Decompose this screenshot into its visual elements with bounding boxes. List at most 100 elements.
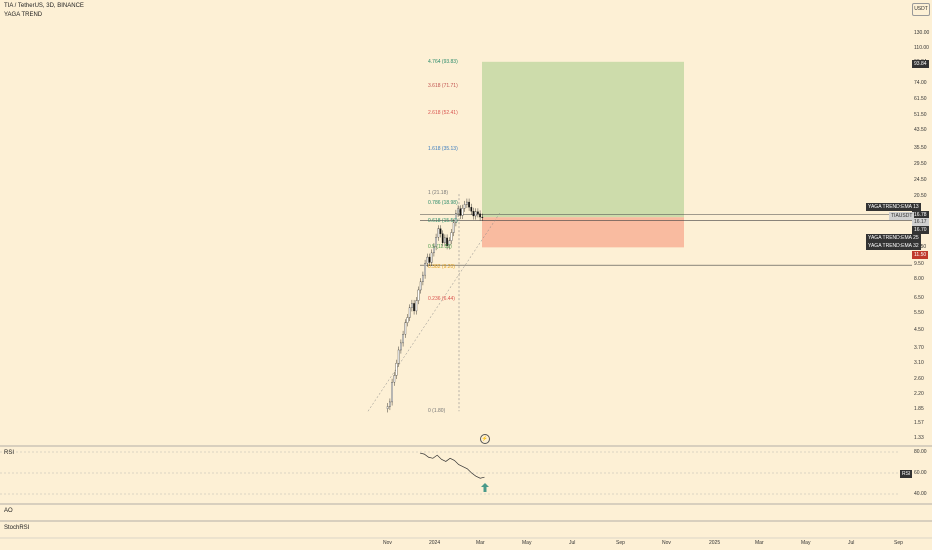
candle xyxy=(455,213,457,223)
price-tick-label: 1.57 xyxy=(914,420,924,427)
price-tick-label: 24.50 xyxy=(914,177,927,184)
pair-value: 16.17 xyxy=(912,218,929,226)
time-tick-label: Nov xyxy=(662,540,671,546)
price-tick-label: 51.50 xyxy=(914,111,927,118)
pair-badge: TIAUSDT xyxy=(889,212,915,220)
candle xyxy=(459,208,462,216)
candle xyxy=(415,300,418,312)
time-tick-label: Nov xyxy=(383,540,392,546)
price-tick-label: 43.50 xyxy=(914,126,927,133)
candle xyxy=(437,228,440,238)
candle xyxy=(470,207,473,212)
fib-level-label: 0.5 (11.52) xyxy=(428,244,452,251)
price-tick-label: 1.33 xyxy=(914,435,924,441)
price-tick-label: 2.60 xyxy=(914,375,924,382)
candle xyxy=(404,322,407,335)
time-tick-label: May xyxy=(801,540,811,546)
price-tick-label: 2.20 xyxy=(914,390,924,397)
price-tick-label: 20.50 xyxy=(914,193,927,200)
candle xyxy=(468,201,470,208)
candle xyxy=(430,252,433,263)
target-badge: 93.84 xyxy=(912,60,929,68)
price-tick-label: 29.50 xyxy=(914,161,927,168)
fib-level-label: 3.618 (71.71) xyxy=(428,82,458,89)
time-tick-label: Jul xyxy=(569,540,576,546)
candle xyxy=(448,240,451,246)
rsi-line xyxy=(419,452,485,479)
rsi-tick-label: 40.00 xyxy=(914,491,927,497)
currency-button[interactable]: USDT xyxy=(912,3,930,16)
candle xyxy=(424,263,426,276)
ema13b-value: 16.70 xyxy=(912,226,929,234)
stop-badge: 11.50 xyxy=(912,251,929,259)
alert-icon[interactable]: ⚡ xyxy=(480,434,490,444)
candle xyxy=(433,246,435,254)
candle xyxy=(472,211,475,217)
time-tick-label: May xyxy=(522,540,532,546)
up-arrow-icon xyxy=(481,483,489,492)
candle xyxy=(461,208,464,216)
candle xyxy=(444,237,446,243)
candle xyxy=(391,382,393,403)
price-tick-label: 3.10 xyxy=(914,360,924,367)
price-tick-label: 130.00 xyxy=(914,30,930,36)
time-tick-label: 2025 xyxy=(709,540,721,546)
candle xyxy=(417,289,420,301)
price-tick-label: 110.00 xyxy=(914,44,929,51)
candle xyxy=(395,363,398,376)
candle xyxy=(411,303,413,308)
candle xyxy=(402,334,404,344)
time-tick-label: Jul xyxy=(848,540,855,546)
rsi-tick-label: 60.00 xyxy=(914,470,927,476)
time-tick-label: Sep xyxy=(616,540,625,546)
price-tick-label: 61.50 xyxy=(914,96,927,103)
price-tick-label: 3.70 xyxy=(914,344,924,351)
candle xyxy=(419,281,422,291)
profit-zone xyxy=(482,61,684,218)
candle xyxy=(474,211,477,217)
fib-level-label: 0.618 (15.57) xyxy=(428,217,458,224)
stochrsi-label: StochRSI xyxy=(4,525,30,531)
price-tick-label: 35.50 xyxy=(914,144,927,151)
time-tick-label: Mar xyxy=(476,540,485,546)
fib-trend xyxy=(367,212,501,412)
ema13-badge: YAGA TREND:EMA 13 xyxy=(866,203,921,211)
candle xyxy=(479,213,481,218)
candle xyxy=(463,204,466,209)
candle xyxy=(435,237,437,247)
loss-zone xyxy=(482,217,684,248)
candle xyxy=(408,307,411,318)
candle xyxy=(428,256,431,263)
candle xyxy=(389,401,391,407)
symbol-title: TIA / TetherUS, 3D, BINANCE xyxy=(4,3,84,9)
candle xyxy=(400,342,402,351)
candle xyxy=(386,406,389,409)
candle xyxy=(406,317,409,323)
candle xyxy=(481,216,484,219)
candle xyxy=(397,349,400,364)
time-tick-label: Sep xyxy=(894,540,903,546)
candle xyxy=(413,303,415,312)
candle xyxy=(422,274,424,282)
candle xyxy=(441,233,444,243)
rsi-label: RSI xyxy=(4,450,15,456)
ema32-badge: YAGA TREND:EMA 32 xyxy=(866,242,921,250)
indicator-title: YAGA TREND xyxy=(4,12,43,18)
price-tick-label: 4.50 xyxy=(914,327,924,334)
ema25-badge: YAGA TREND:EMA 25 xyxy=(866,234,921,242)
fib-level-label: 1.618 (35.13) xyxy=(428,145,458,152)
candle xyxy=(446,237,448,246)
fib-level-label: 0.382 (9.20) xyxy=(428,264,455,271)
price-tick-label: 1.85 xyxy=(914,405,924,412)
fib-level-label: 0 (1.80) xyxy=(428,408,446,415)
rsi-badge: RSI xyxy=(900,470,913,478)
candle xyxy=(450,232,453,241)
candle xyxy=(452,222,455,233)
price-tick-label: 8.00 xyxy=(914,276,924,283)
candle xyxy=(457,208,459,214)
fib-level-label: 1 (21.18) xyxy=(428,190,449,197)
fib-level-label: 0.236 (6.44) xyxy=(428,295,455,302)
time-tick-label: 2024 xyxy=(429,540,441,546)
